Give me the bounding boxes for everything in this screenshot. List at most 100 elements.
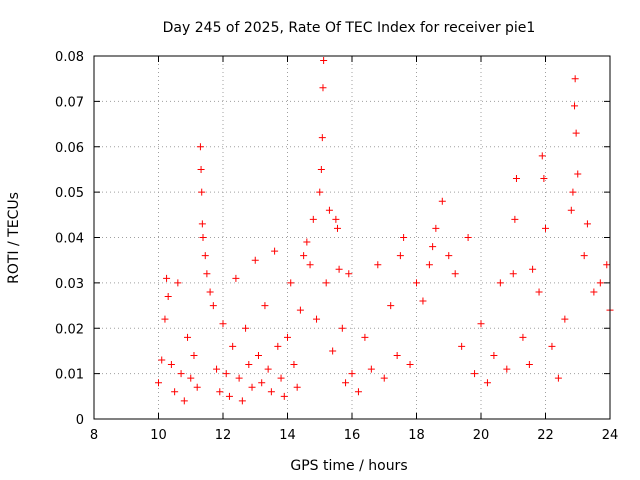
data-point — [319, 84, 327, 92]
data-point — [325, 206, 333, 214]
data-point — [483, 379, 491, 387]
data-point — [471, 370, 479, 378]
data-point — [583, 220, 591, 228]
data-point — [367, 365, 375, 373]
y-tick-label: 0.06 — [55, 141, 84, 156]
data-point — [198, 188, 206, 196]
data-point — [458, 342, 466, 350]
data-point — [187, 374, 195, 382]
data-point — [171, 388, 179, 396]
data-point — [190, 351, 198, 359]
x-tick-label: 14 — [279, 428, 296, 443]
data-point — [264, 365, 272, 373]
data-point — [213, 365, 221, 373]
scatter-points — [155, 57, 614, 405]
data-point — [496, 279, 504, 287]
data-point — [542, 224, 549, 232]
data-point — [158, 356, 166, 364]
data-point — [332, 215, 340, 223]
data-point — [561, 315, 569, 323]
data-point — [277, 374, 285, 382]
data-point — [425, 261, 433, 269]
data-point — [261, 302, 269, 310]
x-tick-label: 8 — [90, 428, 98, 443]
data-point — [317, 165, 325, 173]
data-point — [309, 215, 317, 223]
data-point — [225, 392, 233, 400]
data-point — [477, 320, 485, 328]
data-point — [300, 252, 308, 260]
data-point — [503, 365, 511, 373]
data-point — [342, 379, 350, 387]
data-point — [206, 288, 214, 296]
data-point — [193, 383, 201, 391]
data-point — [387, 302, 395, 310]
data-point — [380, 374, 388, 382]
data-point — [177, 370, 185, 378]
data-point — [251, 256, 259, 264]
y-tick-label: 0.07 — [55, 95, 84, 110]
data-point — [320, 57, 328, 65]
data-point — [596, 279, 604, 287]
data-point — [199, 234, 207, 241]
data-point — [590, 288, 598, 296]
data-point — [525, 361, 533, 369]
data-point — [538, 152, 546, 160]
data-point — [235, 374, 243, 382]
data-point — [313, 315, 321, 323]
data-point — [209, 302, 217, 310]
data-point — [574, 170, 582, 178]
data-point — [316, 188, 324, 196]
data-point — [393, 351, 401, 359]
data-point — [509, 270, 517, 278]
y-tick-label: 0.05 — [55, 186, 84, 201]
y-tick-label: 0.04 — [55, 232, 84, 247]
x-tick-label: 12 — [215, 428, 232, 443]
data-point — [406, 361, 414, 369]
data-point — [354, 388, 362, 396]
x-tick-label: 18 — [408, 428, 425, 443]
data-point — [203, 270, 211, 278]
data-point — [287, 279, 295, 287]
data-point — [254, 351, 262, 359]
data-point — [348, 370, 356, 378]
data-point — [229, 342, 237, 350]
data-point — [238, 397, 246, 405]
data-point — [174, 279, 182, 287]
data-point — [548, 342, 556, 350]
data-point — [248, 383, 256, 391]
data-point — [219, 320, 227, 328]
data-point — [374, 261, 382, 269]
data-point — [451, 270, 459, 278]
data-point — [242, 324, 250, 332]
data-point — [396, 252, 404, 260]
data-point — [296, 306, 304, 314]
data-point — [258, 379, 266, 387]
data-point — [222, 370, 230, 378]
data-point — [280, 392, 288, 400]
data-point — [196, 143, 204, 151]
data-point — [572, 129, 580, 137]
data-point — [155, 379, 162, 387]
x-axis-label: GPS time / hours — [290, 458, 407, 474]
data-point — [419, 297, 427, 305]
y-tick-label: 0 — [76, 413, 84, 428]
data-point — [413, 279, 420, 287]
data-point — [554, 374, 562, 382]
data-point — [569, 188, 577, 196]
data-point — [164, 292, 172, 300]
data-point — [338, 324, 346, 332]
data-point — [322, 279, 330, 287]
data-point — [216, 388, 224, 396]
data-point — [267, 388, 275, 396]
data-point — [329, 347, 337, 355]
data-point — [284, 333, 291, 341]
data-point — [603, 261, 611, 269]
data-point — [198, 220, 206, 228]
y-tick-label: 0.02 — [55, 322, 84, 337]
data-point — [161, 315, 169, 323]
y-tick-label: 0.03 — [55, 277, 84, 292]
data-point — [293, 383, 301, 391]
data-point — [511, 215, 519, 223]
